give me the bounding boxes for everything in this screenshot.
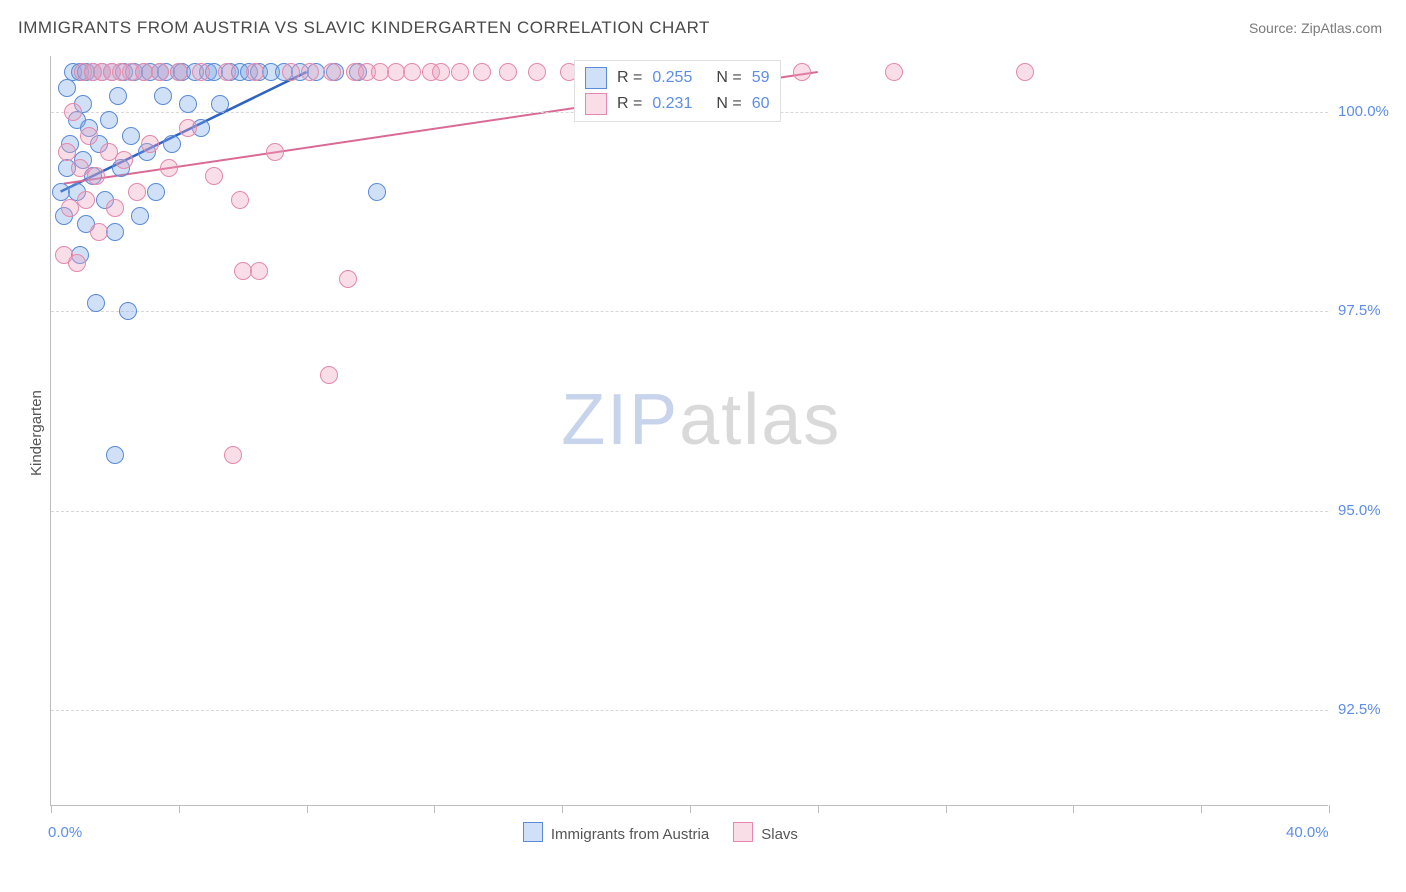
- x-tick: [179, 805, 180, 813]
- stats-r-label: R =: [617, 95, 642, 113]
- marker-slavs: [115, 151, 133, 169]
- gridline-h: [51, 511, 1328, 512]
- marker-slavs: [266, 143, 284, 161]
- correlation-stats-box: R = 0.255 N = 59 R = 0.231 N = 60: [574, 60, 781, 122]
- marker-slavs: [793, 63, 811, 81]
- marker-austria: [109, 87, 127, 105]
- legend-label: Immigrants from Austria: [551, 826, 709, 843]
- marker-slavs: [218, 63, 236, 81]
- stats-swatch: [585, 93, 607, 115]
- stats-r-value: 0.255: [652, 69, 692, 87]
- x-axis-max-label: 40.0%: [1286, 824, 1329, 841]
- stats-n-value: 60: [752, 95, 770, 113]
- marker-slavs: [179, 119, 197, 137]
- marker-slavs: [170, 63, 188, 81]
- legend-item-austria: Immigrants from Austria: [523, 822, 709, 843]
- marker-slavs: [58, 143, 76, 161]
- marker-slavs: [403, 63, 421, 81]
- stats-row-slavs: R = 0.231 N = 60: [585, 93, 770, 115]
- marker-slavs: [885, 63, 903, 81]
- marker-austria: [211, 95, 229, 113]
- marker-slavs: [339, 270, 357, 288]
- marker-slavs: [128, 183, 146, 201]
- legend-item-slavs: Slavs: [733, 822, 798, 843]
- marker-slavs: [106, 199, 124, 217]
- marker-austria: [154, 87, 172, 105]
- marker-slavs: [87, 167, 105, 185]
- stats-r-value: 0.231: [652, 95, 692, 113]
- gridline-h: [51, 710, 1328, 711]
- marker-slavs: [323, 63, 341, 81]
- x-tick: [51, 805, 52, 813]
- marker-slavs: [320, 366, 338, 384]
- y-tick-label: 97.5%: [1338, 302, 1381, 319]
- marker-slavs: [151, 63, 169, 81]
- marker-austria: [368, 183, 386, 201]
- marker-slavs: [224, 446, 242, 464]
- x-tick: [818, 805, 819, 813]
- y-axis-title: Kindergarten: [28, 390, 45, 476]
- marker-slavs: [451, 63, 469, 81]
- x-axis-min-label: 0.0%: [48, 824, 82, 841]
- marker-slavs: [205, 167, 223, 185]
- gridline-h: [51, 311, 1328, 312]
- x-tick: [1329, 805, 1330, 813]
- marker-austria: [131, 207, 149, 225]
- stats-r-label: R =: [617, 69, 642, 87]
- series-legend: Immigrants from Austria Slavs: [523, 822, 798, 843]
- marker-slavs: [499, 63, 517, 81]
- marker-austria: [147, 183, 165, 201]
- marker-slavs: [528, 63, 546, 81]
- x-tick: [562, 805, 563, 813]
- marker-slavs: [64, 103, 82, 121]
- marker-austria: [122, 127, 140, 145]
- marker-slavs: [160, 159, 178, 177]
- marker-austria: [106, 223, 124, 241]
- y-tick-label: 100.0%: [1338, 103, 1389, 120]
- x-tick: [1073, 805, 1074, 813]
- stats-n-value: 59: [752, 69, 770, 87]
- marker-slavs: [192, 63, 210, 81]
- marker-slavs: [68, 254, 86, 272]
- legend-label: Slavs: [761, 826, 798, 843]
- marker-austria: [163, 135, 181, 153]
- marker-slavs: [473, 63, 491, 81]
- marker-austria: [87, 294, 105, 312]
- stats-swatch: [585, 67, 607, 89]
- x-tick: [1201, 805, 1202, 813]
- marker-austria: [100, 111, 118, 129]
- x-tick: [946, 805, 947, 813]
- stats-n-label: N =: [716, 69, 741, 87]
- marker-slavs: [250, 262, 268, 280]
- trend-lines-layer: [51, 56, 1329, 806]
- marker-austria: [119, 302, 137, 320]
- marker-slavs: [282, 63, 300, 81]
- source-prefix: Source:: [1249, 20, 1301, 36]
- source-link[interactable]: ZipAtlas.com: [1301, 20, 1382, 36]
- marker-austria: [58, 79, 76, 97]
- x-tick: [434, 805, 435, 813]
- x-tick: [307, 805, 308, 813]
- chart-plot-area: [50, 56, 1328, 806]
- stats-row-austria: R = 0.255 N = 59: [585, 67, 770, 89]
- stats-n-label: N =: [716, 95, 741, 113]
- legend-swatch: [733, 822, 753, 842]
- y-tick-label: 95.0%: [1338, 502, 1381, 519]
- source-attribution: Source: ZipAtlas.com: [1249, 20, 1382, 36]
- legend-swatch: [523, 822, 543, 842]
- marker-slavs: [231, 191, 249, 209]
- marker-slavs: [90, 223, 108, 241]
- marker-slavs: [246, 63, 264, 81]
- marker-slavs: [301, 63, 319, 81]
- chart-title: IMMIGRANTS FROM AUSTRIA VS SLAVIC KINDER…: [18, 18, 710, 38]
- marker-slavs: [1016, 63, 1034, 81]
- marker-slavs: [432, 63, 450, 81]
- marker-austria: [179, 95, 197, 113]
- marker-slavs: [141, 135, 159, 153]
- y-tick-label: 92.5%: [1338, 701, 1381, 718]
- marker-austria: [106, 446, 124, 464]
- marker-slavs: [80, 127, 98, 145]
- x-tick: [690, 805, 691, 813]
- marker-slavs: [77, 191, 95, 209]
